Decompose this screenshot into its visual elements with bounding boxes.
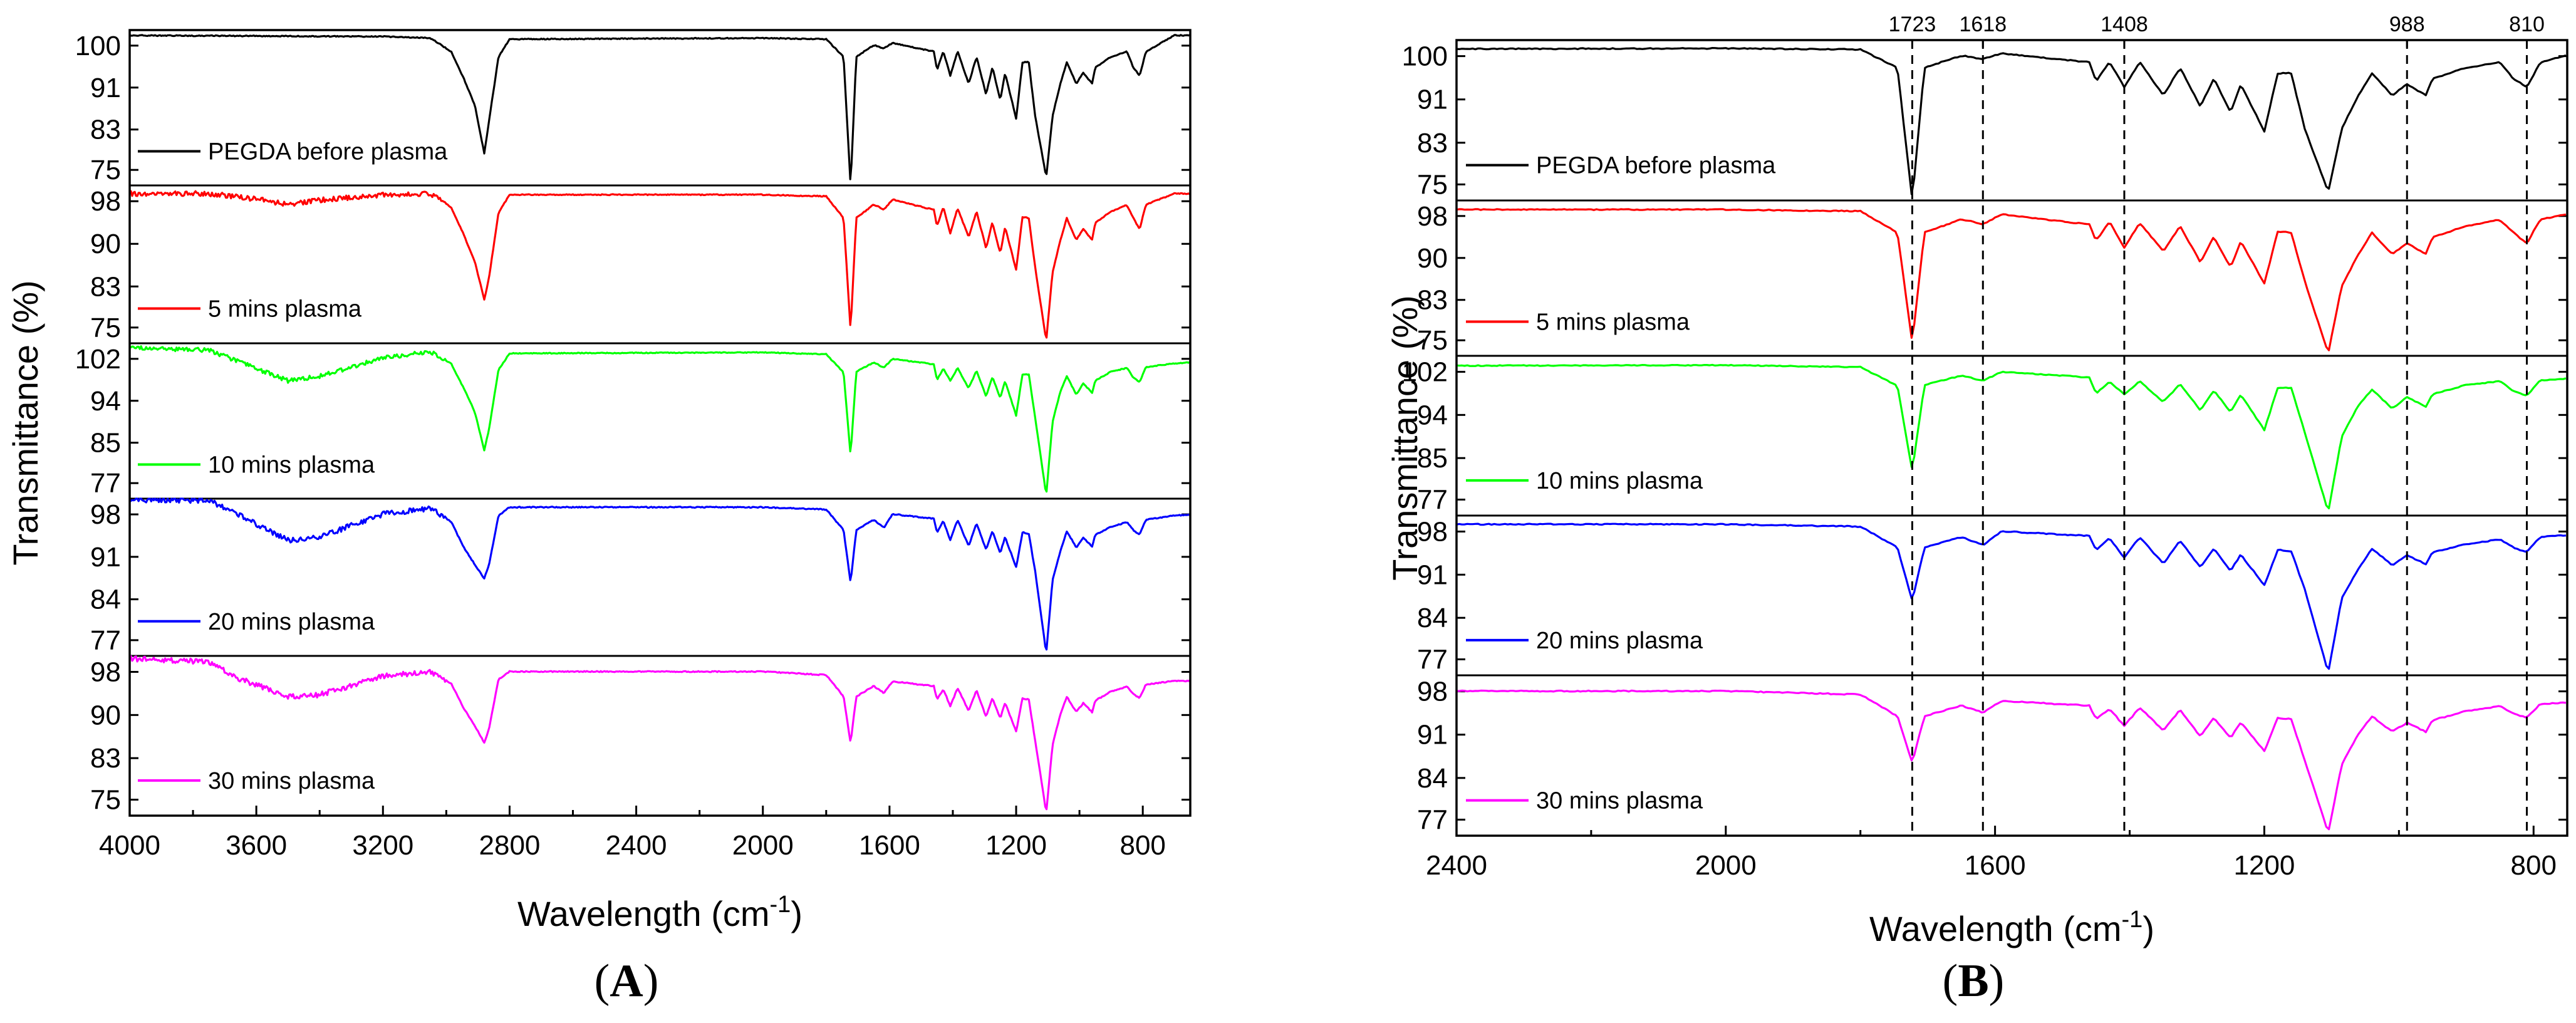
x-tick-label: 1200: [985, 830, 1047, 861]
y-tick-label: 83: [90, 743, 121, 774]
y-axis-title: Transmittance (%): [1385, 295, 1425, 580]
series-line-4: [1456, 522, 2567, 670]
legend-label: 30 mins plasma: [208, 768, 375, 794]
y-tick-label: 102: [75, 344, 121, 375]
y-tick-label: 98: [90, 657, 121, 688]
series-line-3: [129, 345, 1190, 493]
x-tick-label: 2000: [1695, 850, 1757, 881]
y-tick-label: 84: [90, 584, 121, 615]
legend-label: 5 mins plasma: [208, 296, 362, 323]
series-line-5: [128, 655, 1190, 811]
y-tick-label: 90: [1417, 243, 1448, 274]
y-tick-label: 98: [1417, 201, 1448, 232]
x-tick-label: 2400: [1426, 850, 1487, 881]
x-axis-title: Wavelength (cm-1): [517, 891, 802, 933]
panel-label-a: (A): [595, 955, 659, 1007]
x-tick-label: 2800: [479, 830, 541, 861]
y-tick-label: 90: [90, 229, 121, 259]
y-tick-label: 75: [90, 155, 121, 185]
legend-label: 30 mins plasma: [1536, 788, 1703, 814]
series-line-4: [129, 497, 1190, 651]
peak-label: 1723: [1889, 13, 1936, 36]
y-tick-label: 94: [1417, 400, 1448, 430]
y-tick-label: 77: [1417, 645, 1448, 675]
series-line-1: [1456, 46, 2567, 195]
y-tick-label: 84: [1417, 763, 1448, 794]
x-tick-label: 3600: [226, 830, 287, 861]
legend-label: 10 mins plasma: [208, 452, 375, 478]
y-tick-label: 77: [90, 625, 121, 656]
x-tick-label: 3200: [352, 830, 413, 861]
y-tick-label: 98: [90, 499, 121, 530]
x-tick-label: 800: [1119, 830, 1165, 861]
y-tick-label: 75: [1417, 169, 1448, 200]
x-tick-label: 4000: [99, 830, 160, 861]
legend-label: 20 mins plasma: [1536, 628, 1703, 654]
y-tick-label: 83: [1417, 285, 1448, 316]
x-axis-title: Wavelength (cm-1): [1869, 906, 2154, 948]
y-tick-label: 84: [1417, 603, 1448, 633]
series-line-5: [1456, 689, 2567, 831]
y-tick-label: 98: [1417, 517, 1448, 548]
y-tick-label: 91: [1417, 720, 1448, 750]
y-tick-label: 75: [90, 785, 121, 816]
y-axis-title: Transmittance (%): [6, 280, 45, 565]
y-tick-label: 100: [75, 31, 121, 61]
y-tick-label: 83: [1417, 128, 1448, 158]
y-tick-label: 77: [90, 468, 121, 499]
y-tick-label: 91: [90, 73, 121, 103]
legend-label: 10 mins plasma: [1536, 468, 1703, 494]
x-tick-label: 2400: [606, 830, 667, 861]
legend-label: 5 mins plasma: [1536, 309, 1690, 335]
legend-label: PEGDA before plasma: [208, 138, 448, 165]
y-tick-label: 77: [1417, 804, 1448, 835]
panel-label-b: (B): [1943, 955, 2005, 1007]
y-tick-label: 94: [90, 386, 121, 417]
y-tick-label: 83: [90, 271, 121, 302]
y-tick-label: 90: [90, 700, 121, 730]
peak-label: 988: [2389, 13, 2425, 36]
peak-label: 810: [2509, 13, 2545, 36]
y-tick-label: 100: [1402, 41, 1448, 72]
y-tick-label: 91: [1417, 85, 1448, 115]
series-line-1: [129, 34, 1190, 180]
legend-label: 20 mins plasma: [208, 609, 375, 635]
series-line-3: [1456, 363, 2567, 510]
panel-b-chart: 2400 2000 1600 1200 800 Wavelength (cm-1) Tran…: [1385, 13, 2568, 948]
peak-label: 1618: [1959, 13, 2007, 36]
x-tick-label: 800: [2511, 850, 2557, 881]
series-line-2: [128, 190, 1190, 339]
y-tick-label: 98: [1417, 677, 1448, 707]
y-tick-label: 75: [90, 313, 121, 343]
panel-a-chart: 4000 3600 3200 2800 2400 2000 1600 1200 800 Wavel…: [6, 29, 1192, 933]
y-tick-label: 91: [1417, 559, 1448, 590]
y-tick-label: 83: [90, 115, 121, 145]
plot-frame: [1455, 39, 2568, 837]
y-tick-label: 102: [1402, 357, 1448, 388]
x-tick-label: 1600: [1965, 850, 2026, 881]
y-tick-label: 91: [90, 542, 121, 573]
x-tick-label: 2000: [732, 830, 794, 861]
y-tick-label: 75: [1417, 325, 1448, 356]
x-tick-label: 1600: [859, 830, 920, 861]
y-tick-label: 77: [1417, 485, 1448, 516]
y-tick-label: 85: [1417, 443, 1448, 474]
x-tick-label: 1200: [2234, 850, 2295, 881]
peak-label: 1408: [2101, 13, 2148, 36]
legend-label: PEGDA before plasma: [1536, 153, 1776, 179]
series-line-2: [1456, 208, 2567, 351]
plot-frame: [128, 29, 1192, 817]
y-tick-label: 98: [90, 186, 121, 217]
y-tick-label: 85: [90, 428, 121, 459]
